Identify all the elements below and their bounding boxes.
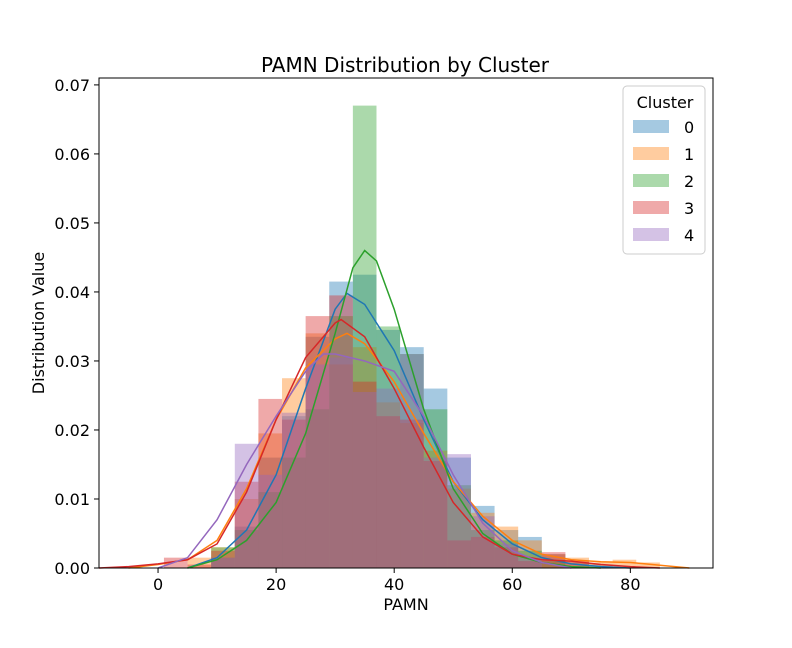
histogram-bar-cluster-3-6	[305, 316, 330, 568]
histogram-bar-cluster-1-12	[470, 512, 495, 568]
histogram-bar-cluster-3-14	[494, 547, 519, 568]
histogram-bar-cluster-3-10	[400, 419, 424, 568]
histogram-bar-cluster-4-12	[494, 543, 519, 568]
legend-label-cluster-0: 0	[684, 118, 694, 137]
histogram-bar-cluster-2-7	[376, 326, 401, 568]
legend-frame	[622, 85, 706, 255]
x-axis-ticks: 0 20 40 60 80	[153, 568, 641, 594]
legend-title: Cluster	[637, 93, 694, 112]
kde-line-cluster-1	[128, 332, 690, 569]
histogram-bar-cluster-2-5	[329, 316, 353, 568]
histogram-bar-cluster-2-2	[258, 492, 283, 568]
histogram-bar-cluster-3-7	[329, 295, 353, 568]
legend-swatch-cluster-1	[633, 147, 669, 160]
x-tick-label: 60	[502, 575, 522, 594]
histogram-bar-cluster-1-2	[234, 498, 259, 568]
histogram-bar-cluster-3-1	[187, 564, 212, 568]
legend-swatch-cluster-2	[633, 174, 669, 187]
histogram-bar-cluster-3-8	[352, 381, 377, 568]
histogram-bar-cluster-3-4	[258, 398, 283, 568]
histogram-bar-cluster-0-15	[565, 562, 590, 568]
plot-area-frame	[98, 77, 714, 569]
histogram-bar-cluster-1-18	[612, 559, 637, 568]
histogram-bar-cluster-1-0	[187, 557, 212, 568]
histogram-bar-cluster-1-19	[636, 562, 660, 568]
histogram-bar-cluster-0-2	[258, 457, 283, 568]
chart-title: PAMN Distribution by Cluster	[261, 53, 550, 77]
legend-swatch-cluster-4	[633, 228, 669, 241]
histogram-bar-cluster-0-0	[211, 557, 235, 568]
histogram-bar-cluster-1-6	[329, 364, 353, 568]
legend: Cluster 0 1 2 3 4	[622, 85, 706, 255]
legend-swatch-cluster-0	[633, 120, 669, 133]
histogram-bar-cluster-1-13	[494, 526, 519, 568]
legend-label-cluster-2: 2	[684, 172, 694, 191]
histogram-bar-cluster-3-15	[518, 561, 542, 568]
y-tick-label: 0.07	[54, 76, 90, 95]
x-tick-label: 80	[620, 575, 640, 594]
legend-label-cluster-4: 4	[684, 226, 694, 245]
y-axis-label: Distribution Value	[29, 252, 48, 394]
histogram-bar-cluster-2-4	[305, 409, 330, 568]
kde-line-cluster-3	[98, 318, 660, 569]
histogram-bar-cluster-4-7	[376, 388, 401, 568]
y-tick-label: 0.06	[54, 145, 90, 164]
y-tick-label: 0.00	[54, 559, 90, 578]
histogram-bar-cluster-4-6	[352, 392, 377, 568]
histogram-bar-cluster-1-11	[447, 488, 471, 568]
kde-line-cluster-2	[187, 249, 601, 569]
histogram-bar-cluster-3-5	[282, 419, 306, 568]
histogram-bar-cluster-3-11	[423, 461, 448, 568]
histogram-bar-cluster-4-0	[211, 557, 235, 568]
histogram-bar-cluster-3-12	[447, 540, 471, 568]
histogram-bar-cluster-1-8	[376, 402, 401, 568]
histogram-bar-cluster-4-9	[423, 457, 448, 568]
histogram-bar-cluster-1-7	[352, 347, 377, 568]
histogram-bar-cluster-1-16	[565, 557, 590, 568]
x-axis-label: PAMN	[383, 595, 428, 614]
legend-label-cluster-1: 1	[684, 145, 694, 164]
kde-line-cluster-4	[157, 353, 572, 569]
histogram-bar-cluster-0-5	[329, 281, 353, 568]
kde-curves	[98, 249, 690, 569]
x-tick-label: 20	[266, 575, 286, 594]
y-tick-label: 0.04	[54, 283, 90, 302]
histogram-bar-cluster-4-3	[282, 412, 306, 568]
histogram-bar-cluster-1-5	[305, 333, 330, 568]
legend-swatch-cluster-3	[633, 201, 669, 214]
histogram-bar-cluster-0-4	[305, 336, 330, 568]
histogram-bar-cluster-0-10	[447, 457, 471, 568]
histogram-bar-cluster-4-5	[329, 357, 353, 568]
histogram-bars	[163, 105, 660, 569]
histogram-bar-cluster-1-9	[400, 423, 424, 568]
histogram-bar-cluster-3-2	[211, 550, 235, 568]
x-tick-label: 40	[384, 575, 404, 594]
histogram-bar-cluster-4-13	[518, 557, 542, 568]
histogram-bar-cluster-1-4	[282, 378, 306, 568]
histogram-bar-cluster-2-3	[282, 457, 306, 568]
y-axis-ticks: 0.00 0.01 0.02 0.03 0.04 0.05 0.06 0.07	[54, 76, 99, 578]
histogram-bar-cluster-0-1	[234, 526, 259, 568]
y-tick-label: 0.02	[54, 421, 90, 440]
x-tick-label: 0	[153, 575, 163, 594]
histogram-bar-cluster-3-0	[163, 557, 188, 568]
y-tick-label: 0.03	[54, 352, 90, 371]
histogram-bar-cluster-3-9	[376, 416, 401, 568]
histogram-bar-cluster-2-1	[234, 530, 259, 568]
histogram-bar-cluster-0-3	[282, 416, 306, 568]
y-tick-label: 0.01	[54, 490, 90, 509]
y-tick-label: 0.05	[54, 214, 90, 233]
histogram-bar-cluster-3-13	[470, 536, 495, 568]
histogram-bar-cluster-2-9	[423, 409, 448, 568]
histogram-bar-cluster-1-3	[258, 433, 283, 568]
legend-label-cluster-3: 3	[684, 199, 694, 218]
